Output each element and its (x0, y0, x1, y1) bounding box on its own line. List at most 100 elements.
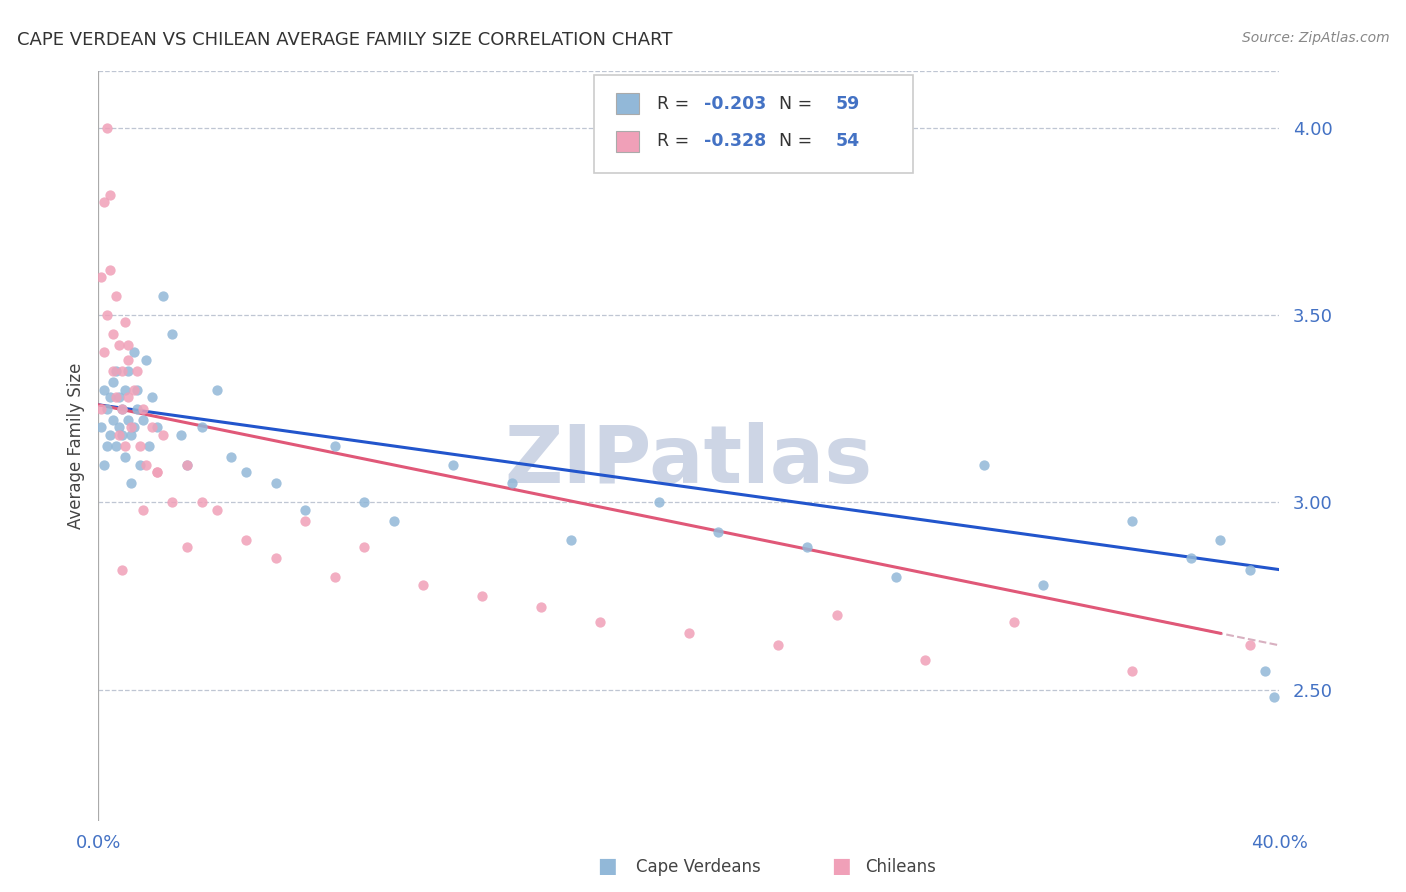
Point (152, 427, 174, 442)
Point (103, 326, 125, 341)
Point (141, 420, 163, 434)
Text: R =: R = (657, 95, 695, 112)
Point (111, 563, 134, 577)
Point (146, 420, 169, 434)
Text: Cape Verdeans: Cape Verdeans (636, 858, 761, 876)
Point (501, 476, 523, 491)
Point (221, 450, 243, 465)
Point (132, 413, 155, 427)
Point (117, 352, 139, 367)
Text: -0.203: -0.203 (704, 95, 766, 112)
Point (176, 458, 198, 472)
Point (108, 390, 131, 404)
Point (122, 345, 145, 359)
Point (1180, 551, 1202, 566)
Point (162, 495, 183, 509)
Point (707, 525, 730, 540)
Point (111, 401, 134, 416)
Point (103, 376, 125, 390)
Point (117, 390, 139, 404)
Point (125, 364, 148, 378)
Point (111, 364, 134, 378)
Text: CAPE VERDEAN VS CHILEAN AVERAGE FAMILY SIZE CORRELATION CHART: CAPE VERDEAN VS CHILEAN AVERAGE FAMILY S… (17, 31, 672, 49)
Point (914, 652, 936, 666)
Point (152, 289, 174, 303)
Point (96, 439, 118, 453)
Point (90, 401, 112, 416)
Point (141, 390, 163, 404)
Point (191, 420, 214, 434)
Point (105, 390, 128, 404)
Point (103, 364, 125, 378)
Point (766, 638, 789, 652)
Point (111, 401, 134, 416)
Point (108, 427, 131, 442)
Point (1239, 563, 1261, 577)
Point (382, 514, 405, 528)
Point (128, 439, 150, 453)
Point (1263, 690, 1285, 704)
Point (93, 383, 115, 397)
Point (138, 439, 160, 453)
Point (122, 420, 145, 434)
FancyBboxPatch shape (616, 130, 638, 152)
Point (96, 401, 118, 416)
Point (264, 476, 287, 491)
Text: -0.328: -0.328 (704, 132, 766, 150)
Point (146, 465, 169, 479)
Point (1254, 664, 1277, 678)
Text: Chileans: Chileans (865, 858, 935, 876)
Point (108, 338, 131, 352)
Point (589, 615, 612, 629)
Point (128, 458, 150, 472)
Point (146, 465, 169, 479)
Point (90, 270, 112, 285)
Point (117, 338, 139, 352)
Point (353, 540, 375, 554)
Point (884, 570, 907, 584)
Point (441, 458, 464, 472)
Point (170, 427, 193, 442)
Point (205, 383, 228, 397)
Point (105, 364, 128, 378)
FancyBboxPatch shape (616, 93, 638, 114)
Point (1121, 514, 1143, 528)
Point (96, 308, 118, 322)
Text: 59: 59 (837, 95, 860, 112)
Point (132, 401, 155, 416)
Point (1121, 664, 1143, 678)
Point (114, 439, 136, 453)
Point (973, 458, 995, 472)
Point (235, 533, 257, 547)
Point (135, 458, 157, 472)
Point (530, 600, 553, 615)
Point (125, 383, 148, 397)
Point (1002, 615, 1025, 629)
Point (98, 188, 121, 202)
Point (176, 458, 198, 472)
Point (105, 289, 128, 303)
Point (117, 364, 139, 378)
Point (114, 450, 136, 465)
Point (648, 495, 671, 509)
Point (1239, 638, 1261, 652)
Point (125, 401, 148, 416)
FancyBboxPatch shape (595, 75, 914, 172)
Point (103, 413, 125, 427)
Point (108, 420, 131, 434)
Point (122, 383, 145, 397)
Point (93, 458, 115, 472)
Point (132, 502, 155, 516)
Point (120, 476, 142, 491)
Point (191, 495, 214, 509)
Text: N =: N = (768, 95, 817, 112)
Point (117, 413, 139, 427)
Point (105, 439, 128, 453)
Text: ■: ■ (831, 856, 851, 876)
Text: Source: ZipAtlas.com: Source: ZipAtlas.com (1241, 31, 1389, 45)
Point (176, 540, 198, 554)
Point (294, 514, 316, 528)
Point (90, 420, 112, 434)
Text: R =: R = (657, 132, 695, 150)
Point (135, 352, 157, 367)
